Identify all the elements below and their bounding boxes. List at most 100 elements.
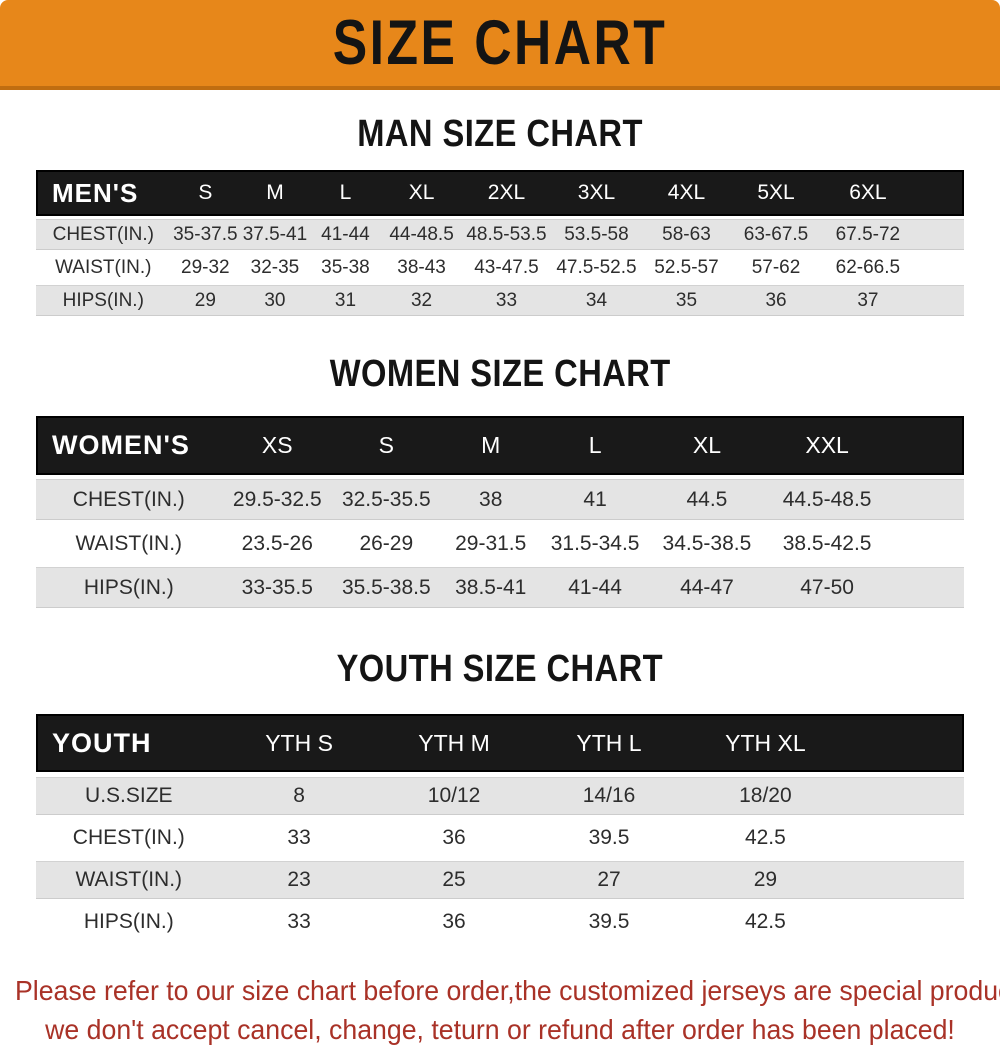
value-cell: 48.5-53.5: [461, 219, 551, 250]
value-cell: 25: [376, 861, 532, 899]
value-cell: 29: [170, 285, 241, 316]
women-section-title: WOMEN SIZE CHART: [329, 353, 671, 395]
table-header-row: MEN'S S M L XL 2XL 3XL 4XL 5XL 6XL: [36, 170, 964, 216]
value-cell: 36: [442, 826, 466, 849]
value-cell: 32.5-35.5: [332, 479, 440, 520]
row-label: WAIST(IN.): [75, 531, 183, 555]
value-cell: 44-47: [648, 567, 766, 608]
size-column-header: S: [170, 170, 241, 216]
value-cell: 62-66.5: [835, 256, 901, 278]
size-column-header: 6XL: [821, 170, 915, 216]
women-size-table-wrap: WOMEN'S XS S M L XL XXL CHEST(IN.) 29.5-32.5 32.5…: [36, 412, 964, 612]
value-cell: 8: [221, 777, 377, 815]
value-cell: 35.5-38.5: [332, 567, 440, 608]
value-cell: 39.5: [588, 826, 630, 849]
row-label: CHEST(IN.): [72, 826, 185, 849]
size-column-header: 5XL: [731, 170, 822, 216]
value-cell: 38.5-42.5: [782, 531, 872, 555]
value-cell: 34.5-38.5: [662, 531, 752, 555]
header-label: YOUTH: [36, 714, 222, 772]
row-label: CHEST(IN.): [36, 219, 171, 250]
table-row: HIPS(IN.) 29 30 31 32 33 34 35 36 37: [36, 285, 964, 316]
size-column-header: 2XL: [461, 170, 551, 216]
table-row: CHEST(IN.) 35-37.5 37.5-41 41-44 44-48.5 48.5…: [36, 219, 964, 250]
value-cell: 30: [240, 285, 310, 316]
order-notice: Please refer to our size chart before or…: [0, 971, 1000, 1049]
header-filler: [844, 714, 964, 772]
youth-section-title: YOUTH SIZE CHART: [336, 648, 664, 690]
size-column-header: YTH XL: [686, 714, 845, 772]
size-column-header: XXL: [765, 416, 889, 475]
row-filler: [914, 285, 964, 316]
youth-size-table: YOUTH YTH S YTH M YTH L YTH XL U.S.SIZE 8 10/12…: [36, 709, 964, 945]
value-cell: 31: [309, 285, 382, 316]
value-cell: 33: [287, 910, 311, 933]
size-column-header: 4XL: [641, 170, 732, 216]
value-cell: 35-38: [321, 256, 370, 278]
row-label: HIPS(IN.): [36, 285, 171, 316]
value-cell: 41-44: [309, 219, 382, 250]
table-row: WAIST(IN.) 29-32 32-35 35-38 38-43 43-47.5 47.…: [36, 253, 964, 282]
size-column-header: L: [309, 170, 382, 216]
value-cell: 44.5: [648, 479, 766, 520]
value-cell: 67.5-72: [821, 219, 915, 250]
value-cell: 38: [439, 479, 542, 520]
table-row: CHEST(IN.) 29.5-32.5 32.5-35.5 38 41 44.5 44.5…: [36, 479, 964, 520]
man-size-table-wrap: MEN'S S M L XL 2XL 3XL 4XL 5XL 6XL CHEST(IN.) 35-37…: [36, 167, 964, 319]
size-column-header: YTH M: [376, 714, 532, 772]
size-column-header: M: [439, 416, 542, 475]
value-cell: 37.5-41: [240, 219, 310, 250]
value-cell: 27: [531, 861, 687, 899]
value-cell: 33: [287, 826, 311, 849]
women-size-table: WOMEN'S XS S M L XL XXL CHEST(IN.) 29.5-32.5 32.5…: [36, 412, 964, 612]
size-column-header: S: [332, 416, 440, 475]
value-cell: 23.5-26: [241, 531, 313, 555]
size-column-header: M: [240, 170, 310, 216]
value-cell: 29.5-32.5: [221, 479, 333, 520]
value-cell: 41-44: [541, 567, 649, 608]
size-column-header: YTH S: [221, 714, 377, 772]
row-filler: [889, 524, 964, 563]
value-cell: 35-37.5: [170, 219, 241, 250]
table-row: U.S.SIZE 8 10/12 14/16 18/20: [36, 777, 964, 815]
table-row: WAIST(IN.) 23 25 27 29: [36, 861, 964, 899]
value-cell: 29-31.5: [455, 531, 527, 555]
header-filler: [914, 170, 964, 216]
table-row: HIPS(IN.) 33 36 39.5 42.5: [36, 904, 964, 940]
table-row: WAIST(IN.) 23.5-26 26-29 29-31.5 31.5-34.5 34…: [36, 524, 964, 563]
value-cell: 32-35: [250, 256, 300, 278]
size-column-header: L: [541, 416, 649, 475]
value-cell: 29-32: [181, 256, 230, 278]
row-filler: [915, 253, 964, 282]
man-size-table: MEN'S S M L XL 2XL 3XL 4XL 5XL 6XL CHEST(IN.) 35-37…: [36, 167, 964, 319]
row-filler: [844, 777, 964, 815]
value-cell: 52.5-57: [654, 256, 719, 278]
size-column-header: XS: [221, 416, 333, 475]
size-column-header: YTH L: [531, 714, 687, 772]
value-cell: 33-35.5: [221, 567, 333, 608]
value-cell: 63-67.5: [731, 219, 822, 250]
row-label: WAIST(IN.): [36, 861, 222, 899]
row-filler: [888, 479, 964, 520]
size-column-header: 3XL: [551, 170, 642, 216]
value-cell: 44.5-48.5: [765, 479, 889, 520]
value-cell: 43-47.5: [474, 256, 539, 278]
table-row: CHEST(IN.) 33 36 39.5 42.5: [36, 820, 964, 856]
value-cell: 57-62: [751, 256, 801, 278]
value-cell: 31.5-34.5: [550, 531, 640, 555]
value-cell: 32: [381, 285, 462, 316]
value-cell: 36: [442, 910, 466, 933]
row-filler: [888, 567, 964, 608]
value-cell: 44-48.5: [381, 219, 462, 250]
row-filler: [844, 904, 964, 940]
value-cell: 53.5-58: [551, 219, 642, 250]
value-cell: 41: [541, 479, 649, 520]
order-notice-line-1: Please refer to our size chart before or…: [15, 975, 1000, 1006]
table-header-row: YOUTH YTH S YTH M YTH L YTH XL: [36, 714, 964, 772]
header-filler: [888, 416, 964, 475]
value-cell: 33: [461, 285, 551, 316]
value-cell: 39.5: [588, 910, 630, 933]
value-cell: 34: [551, 285, 642, 316]
value-cell: 23: [221, 861, 377, 899]
value-cell: 42.5: [744, 826, 786, 849]
